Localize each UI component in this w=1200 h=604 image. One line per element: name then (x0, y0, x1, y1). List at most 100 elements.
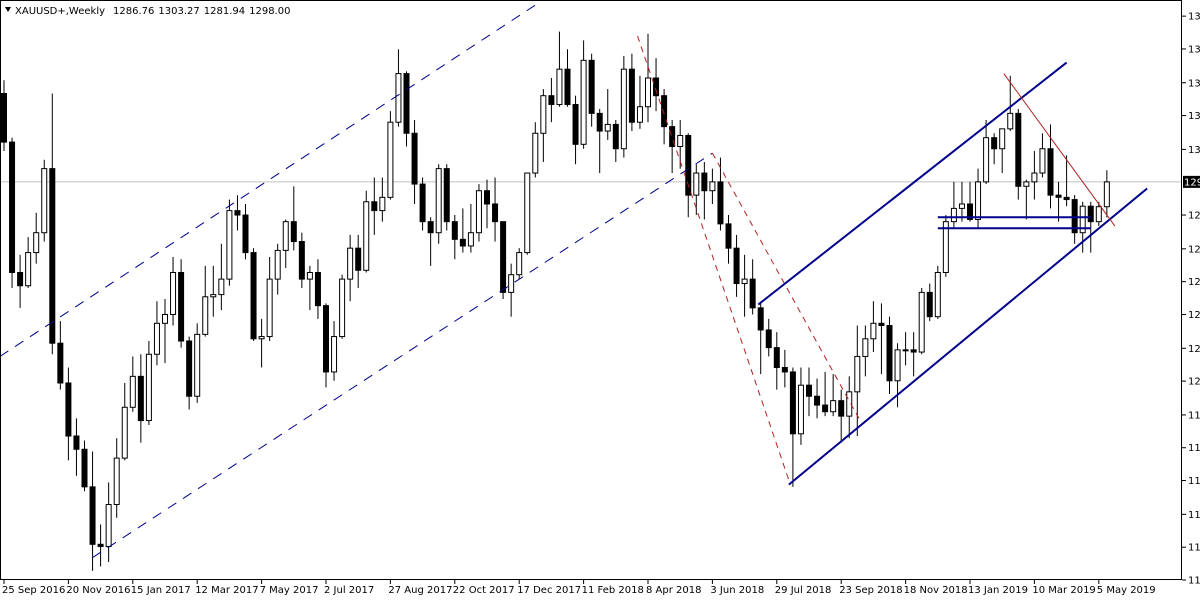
candle-body (838, 400, 845, 417)
candle-body (41, 168, 48, 234)
candle-body (1031, 172, 1038, 183)
y-tick-label: 1222.70 (1188, 344, 1200, 355)
candle-body (242, 214, 249, 254)
candle-body (1039, 148, 1046, 174)
candle-body (701, 172, 708, 192)
plot-area (0, 4, 1182, 571)
x-tick-label: 12 Mar 2017 (195, 585, 258, 596)
candle-body (105, 504, 112, 548)
candle-body (162, 313, 168, 324)
candle-body (403, 73, 410, 134)
candle-body (1079, 205, 1086, 234)
candle-body (846, 391, 853, 417)
candle-body (661, 95, 668, 128)
candle-body (17, 271, 24, 287)
candle-body (596, 112, 603, 132)
candle-body (870, 322, 877, 340)
candle-body (411, 132, 418, 185)
candle-body (451, 221, 458, 240)
candle-body (983, 137, 990, 183)
candle-body (814, 395, 821, 406)
candle-body (564, 68, 571, 106)
candle-body (113, 457, 120, 506)
candle-body (218, 278, 225, 296)
candle-body (572, 104, 579, 145)
x-tick-label: 18 Nov 2018 (904, 585, 968, 596)
candle-body (459, 238, 466, 247)
candle-body (709, 181, 716, 192)
candle-body (9, 141, 16, 273)
candle-body (49, 168, 56, 344)
x-tick-label: 11 Feb 2018 (582, 585, 644, 596)
candle-body (475, 190, 482, 234)
candle-body (121, 406, 128, 459)
candle-body (339, 278, 346, 338)
candle-body (1071, 199, 1078, 234)
candle-body (484, 190, 490, 205)
candle-body (331, 336, 338, 373)
candle-body (1023, 181, 1030, 187)
candle-body (612, 123, 619, 150)
candle-body (153, 322, 160, 355)
plot-frame (0, 0, 1182, 580)
candle-body (363, 201, 370, 271)
candle-body (749, 278, 756, 309)
candle-body (314, 271, 321, 307)
candle-body (862, 338, 869, 357)
candle-body (298, 241, 305, 280)
candle-body (443, 168, 450, 223)
current-price-box (1183, 175, 1200, 188)
x-tick-label: 17 Dec 2017 (517, 585, 581, 596)
candle-body (1055, 194, 1062, 198)
candle-body (202, 296, 209, 335)
candle-body (129, 375, 136, 408)
high-label: 1303.27 (158, 6, 199, 17)
candle-body (653, 77, 660, 97)
x-tick-label: 3 Jun 2018 (710, 585, 764, 596)
candle-body (950, 207, 957, 223)
candle-body (548, 95, 555, 106)
candle-body (991, 137, 998, 150)
candle-body (524, 172, 531, 254)
candle-body (419, 183, 426, 223)
low-label: 1281.94 (204, 6, 245, 17)
x-tick-label: 23 Sep 2018 (839, 585, 902, 596)
candle-body (65, 382, 72, 437)
candle-body (967, 203, 973, 220)
candle-body (137, 375, 144, 422)
candle-body (725, 223, 732, 249)
x-tick-label: 15 Jan 2017 (131, 585, 191, 596)
candle-body (250, 252, 257, 340)
open-label: 1286.76 (113, 6, 154, 17)
y-tick-label: 1132.70 (1188, 543, 1200, 554)
y-tick-label: 1283.00 (1188, 211, 1200, 222)
candle-body (934, 271, 941, 318)
candle-body (194, 333, 201, 397)
candle-body (178, 271, 185, 342)
candle-body (926, 291, 933, 318)
candle-body (379, 196, 386, 212)
candle-body (588, 59, 595, 114)
x-tick-label: 2 Jul 2017 (324, 585, 374, 596)
candle-body (669, 126, 676, 148)
candle-body (97, 543, 104, 548)
candle-body (604, 123, 611, 132)
x-tick-label: 8 Apr 2018 (646, 585, 701, 596)
y-tick-label: 1252.85 (1188, 277, 1200, 288)
trend-line (711, 152, 862, 424)
candle-body (797, 384, 804, 435)
candle-body (290, 221, 297, 243)
y-tick-label: 1207.85 (1188, 377, 1200, 388)
candle-body (306, 271, 313, 280)
trend-line (1003, 73, 1116, 227)
candle-body (1015, 112, 1022, 187)
candle-body (1063, 196, 1070, 201)
candle-body (757, 307, 764, 331)
candle-body (355, 247, 362, 271)
candle-body (685, 134, 692, 196)
candle-body (620, 68, 627, 150)
candle-body (910, 349, 917, 353)
